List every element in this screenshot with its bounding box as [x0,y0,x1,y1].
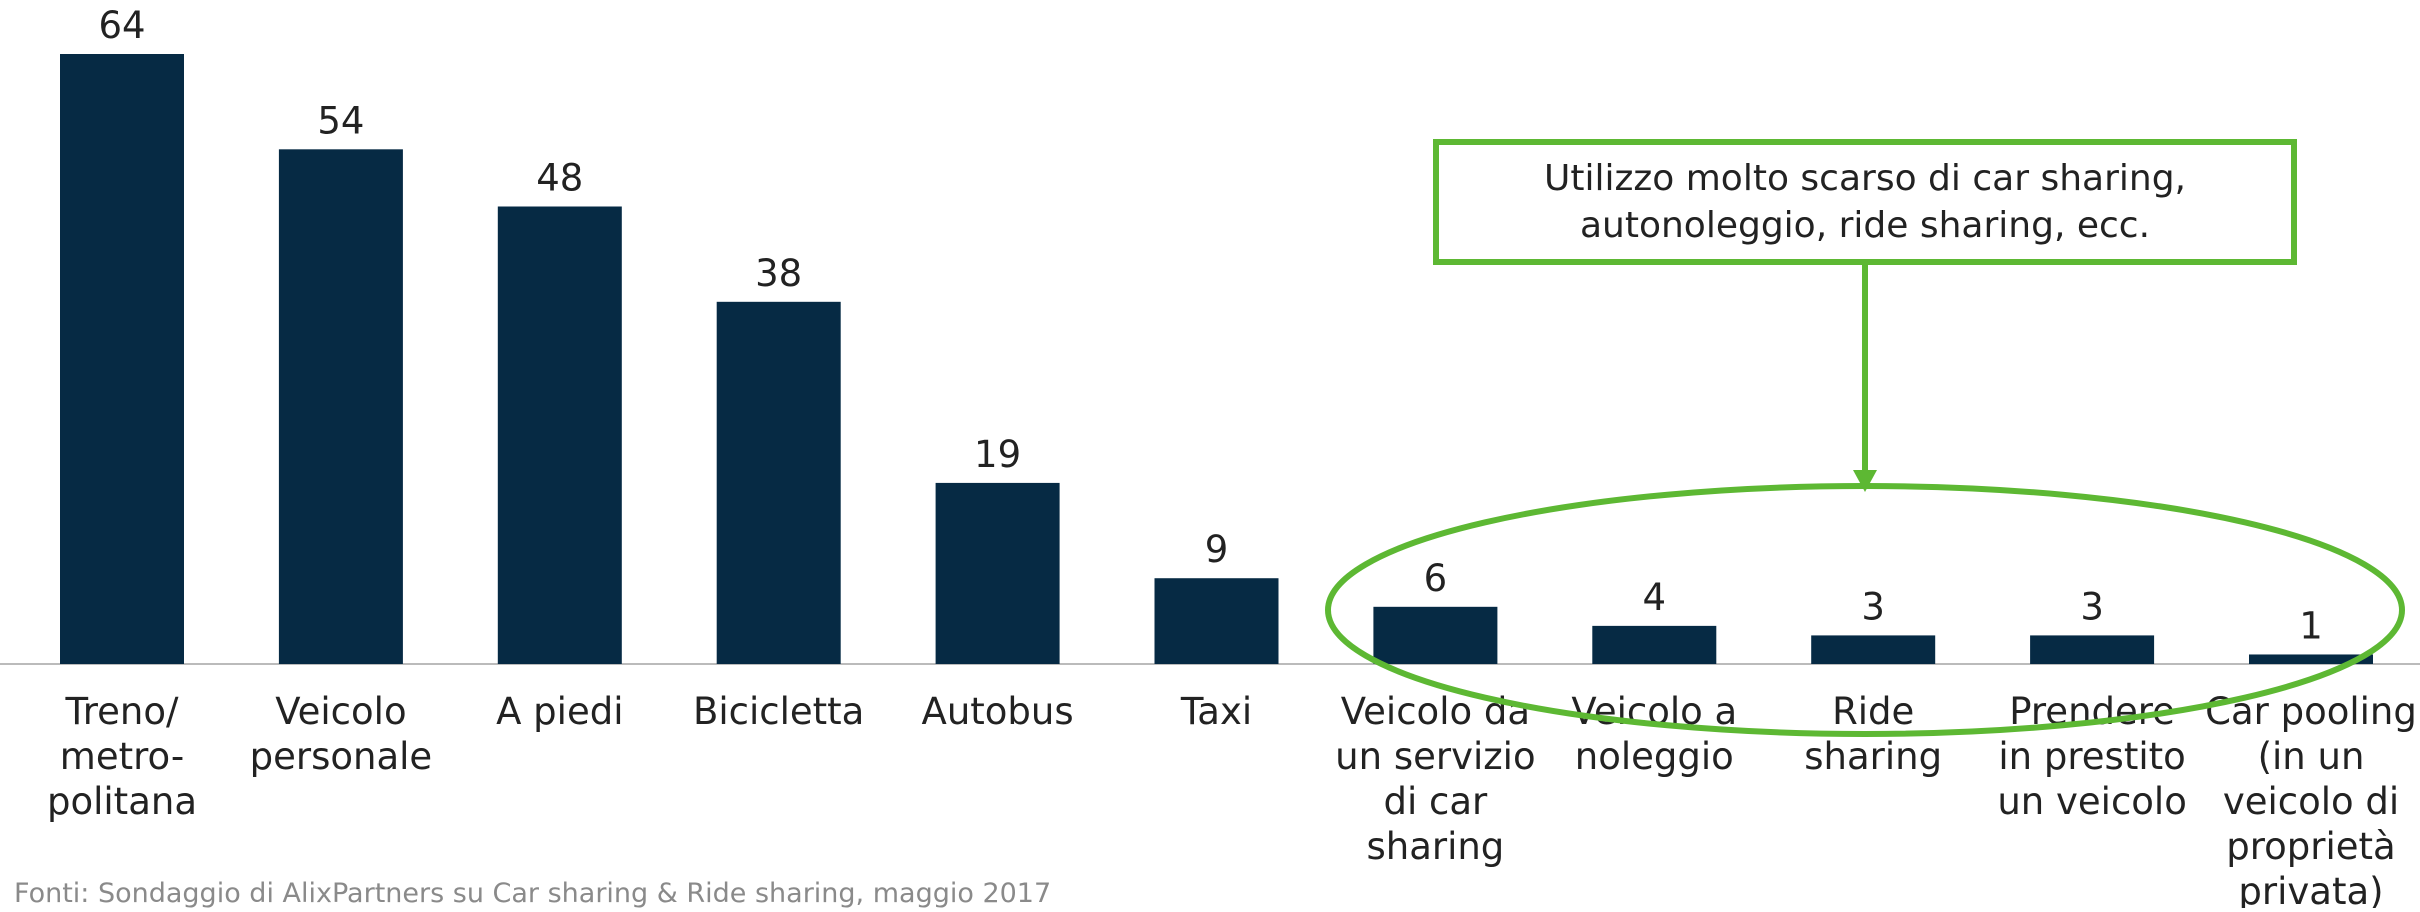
x-tick-label: A piedi [496,690,623,733]
x-tick-label: Veicolo a noleggio [1571,690,1737,778]
x-tick-label: Autobus [922,690,1074,733]
bar [278,149,403,664]
x-tick-label: Car pooling (in un veicolo di proprietà priv… [2205,690,2417,908]
value-label: 3 [1861,585,1885,628]
bar [60,54,184,664]
x-tick-label: Veicolo da un servizio di car sharing [1335,690,1535,868]
x-tick-label: Taxi [1180,690,1252,733]
value-label: 9 [1205,528,1229,571]
bar [1154,578,1279,664]
value-label: 64 [98,4,145,47]
x-tick-label: Veicolo personale [250,690,433,778]
bar [2249,654,2373,664]
value-label: 4 [1643,576,1667,619]
value-label: 38 [755,252,802,295]
bar [1592,625,1717,664]
value-label: 19 [974,433,1021,476]
bar [1811,635,1936,664]
value-label: 54 [317,99,364,142]
arrow-head [1853,470,1877,492]
value-label: 3 [2080,585,2104,628]
source: Fonti: Sondaggio di AlixPartners su Car … [14,878,1051,908]
annotation-text: Utilizzo molto scarso di car sharing, aut… [1544,158,2186,246]
x-tick-label: Ride sharing [1804,690,1942,778]
bar [1373,606,1498,664]
x-tick-label: Prendere in prestito un veicolo [1997,690,2187,823]
value-label: 48 [536,157,583,200]
bar [716,301,841,664]
value-label: 1 [2299,604,2323,647]
bar [2030,635,2155,664]
x-tick-label: Treno/metro-politana [47,690,197,823]
x-tick-label: Bicicletta [693,690,864,733]
value-label: 6 [1424,557,1448,600]
bar [497,206,622,664]
bar [935,482,1060,664]
